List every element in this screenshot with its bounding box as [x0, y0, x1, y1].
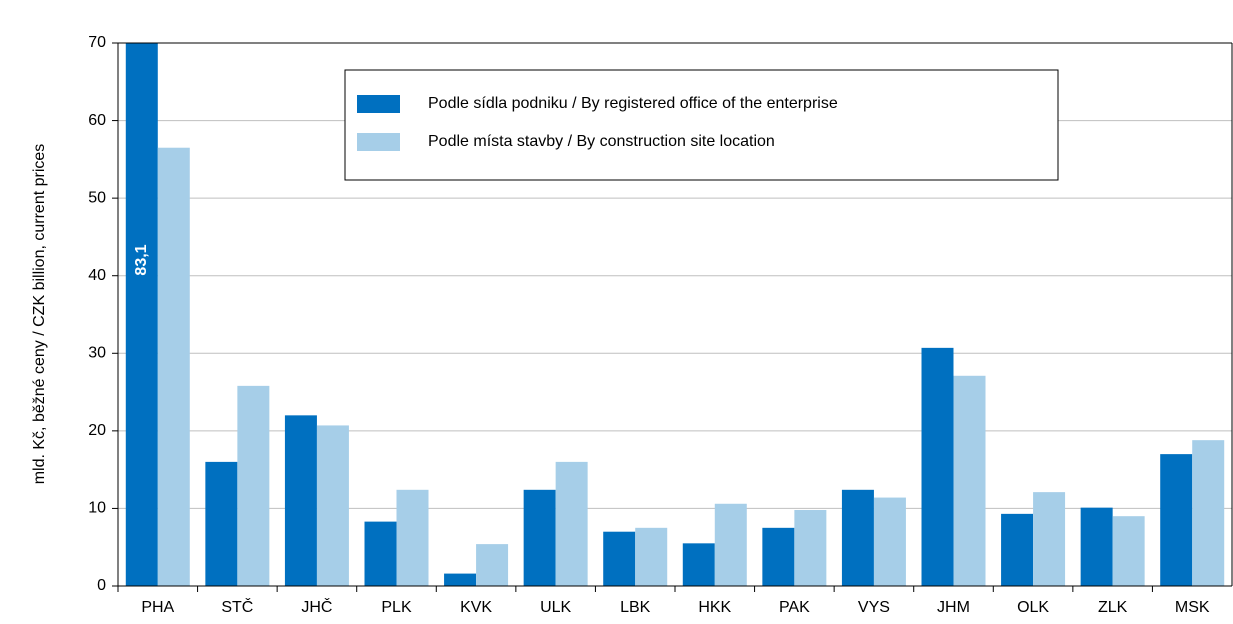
x-tick-label: LBK: [620, 599, 651, 616]
bar: [953, 375, 986, 586]
bar: [921, 347, 954, 586]
x-tick-label: MSK: [1175, 599, 1210, 616]
bar: [603, 531, 636, 586]
y-tick-label: 40: [88, 267, 106, 284]
bar: [205, 461, 238, 586]
bar: [841, 489, 874, 586]
bar: [157, 147, 190, 586]
bar: [714, 503, 747, 586]
bar: [1001, 513, 1034, 586]
bar: [635, 527, 668, 586]
x-tick-label: KVK: [460, 599, 492, 616]
bar: [682, 543, 715, 586]
y-tick-label: 20: [88, 422, 106, 439]
x-tick-label: PHA: [141, 599, 174, 616]
bar: [523, 489, 556, 586]
bar: [284, 415, 317, 586]
x-tick-label: OLK: [1017, 599, 1049, 616]
bar: [476, 544, 509, 586]
value-label: 83,1: [133, 244, 150, 275]
x-tick-label: HKK: [698, 599, 731, 616]
y-tick-label: 0: [97, 577, 106, 594]
legend-swatch: [357, 133, 400, 151]
bar: [1160, 454, 1193, 586]
bar: [316, 425, 349, 586]
bar: [762, 527, 795, 586]
bars: [125, 43, 1225, 586]
x-tick-label: ZLK: [1098, 599, 1128, 616]
y-tick-label: 60: [88, 112, 106, 129]
bar: [444, 573, 477, 586]
bar: [1112, 516, 1145, 586]
bar: [1080, 507, 1113, 586]
x-tick-label: ULK: [540, 599, 571, 616]
y-axis-title: mld. Kč, běžné ceny / CZK billion, curre…: [31, 144, 48, 485]
y-tick-label: 10: [88, 500, 106, 517]
y-tick-label: 70: [88, 34, 106, 51]
bar: [1033, 492, 1066, 586]
y-tick-label: 30: [88, 345, 106, 362]
bar: [237, 385, 270, 586]
bar: [555, 461, 588, 586]
bar: [364, 521, 397, 586]
legend-box: [344, 69, 1059, 181]
bar: [396, 489, 429, 586]
x-tick-label: JHM: [937, 599, 970, 616]
x-tick-label: PAK: [779, 599, 810, 616]
x-tick-label: VYS: [858, 599, 890, 616]
bar: [794, 509, 827, 586]
x-tick-label: PLK: [381, 599, 412, 616]
legend-label: Podle místa stavby / By construction sit…: [428, 133, 775, 150]
legend-swatch: [357, 95, 400, 113]
bar: [1192, 440, 1225, 586]
x-tick-label: JHČ: [301, 597, 332, 616]
x-tick-label: STČ: [221, 597, 253, 616]
legend-label: Podle sídla podniku / By registered offi…: [428, 95, 838, 112]
bar: [125, 43, 158, 586]
y-tick-label: 50: [88, 189, 106, 206]
bar: [873, 497, 906, 586]
foreground: 0 10 20 30 40 50 60 70 83,1 PHA STČ JHČ PLK KVK ULK LBK…: [88, 34, 1233, 616]
